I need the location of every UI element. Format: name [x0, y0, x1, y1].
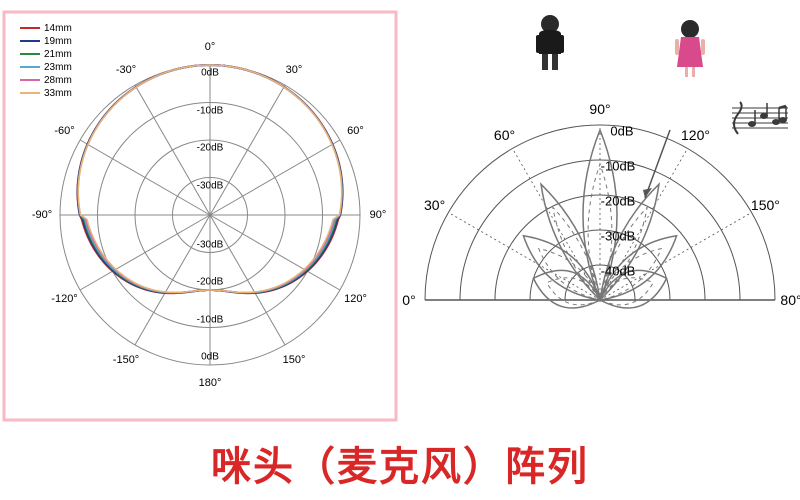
legend-label: 21mm	[44, 49, 72, 60]
angle-label: 0°	[205, 41, 216, 53]
angle-label: 90°	[589, 101, 610, 117]
db-label: -20dB	[197, 277, 224, 288]
db-label: -10dB	[197, 314, 224, 325]
angle-label: 30°	[424, 197, 445, 213]
angle-label: 0°	[402, 292, 415, 308]
db-label: -30dB	[601, 229, 636, 244]
angle-label: 150°	[751, 197, 780, 213]
legend-label: 23mm	[44, 62, 72, 73]
legend-item: 33mm	[20, 87, 72, 99]
right-beamform-chart: 0° 30° 60° 90° 120° 150° 80° 0dB -10dB -20dB -30d…	[400, 0, 800, 440]
legend-label: 28mm	[44, 75, 72, 86]
angle-label: -120°	[51, 293, 77, 305]
angle-label: -60°	[54, 125, 74, 137]
angle-label: -30°	[116, 64, 136, 76]
angle-label: -90°	[32, 209, 52, 221]
arrow-line	[645, 130, 670, 198]
angle-label: 180°	[199, 377, 222, 389]
db-label: -20dB	[601, 194, 636, 209]
legend-item: 14mm	[20, 22, 72, 34]
angle-label: 120°	[681, 127, 710, 143]
legend: 14mm 19mm 21mm 23mm 28mm 33mm	[20, 22, 72, 100]
legend-item: 28mm	[20, 74, 72, 86]
legend-label: 19mm	[44, 36, 72, 47]
db-label: -10dB	[197, 105, 224, 116]
legend-item: 21mm	[20, 48, 72, 60]
angle-label: 90°	[370, 209, 387, 221]
page-title: 咪头（麦克风）阵列	[0, 434, 800, 492]
db-label: -20dB	[197, 143, 224, 154]
person-icon-2	[675, 20, 705, 77]
angle-label: 80°	[780, 292, 800, 308]
db-label: 0dB	[610, 124, 633, 139]
legend-item: 23mm	[20, 61, 72, 73]
db-label: -30dB	[197, 180, 224, 191]
angle-label: 30°	[286, 64, 303, 76]
legend-item: 19mm	[20, 35, 72, 47]
db-label: -40dB	[601, 264, 636, 279]
db-label: -30dB	[197, 239, 224, 250]
legend-label: 33mm	[44, 88, 72, 99]
angle-label: 60°	[347, 125, 364, 137]
semi-polar-svg	[400, 0, 800, 440]
legend-label: 14mm	[44, 23, 72, 34]
music-notes-icon	[732, 102, 788, 134]
angle-label: 150°	[283, 354, 306, 366]
db-label: -10dB	[601, 159, 636, 174]
angle-label: 120°	[344, 293, 367, 305]
db-label: 0dB	[201, 352, 219, 363]
db-label: 0dB	[201, 68, 219, 79]
angle-label: -150°	[113, 354, 139, 366]
person-icon-1	[536, 15, 564, 70]
angle-label: 60°	[494, 127, 515, 143]
left-polar-chart: 14mm 19mm 21mm 23mm 28mm 33mm 0° 30° 60° 90° 120°…	[0, 0, 400, 440]
